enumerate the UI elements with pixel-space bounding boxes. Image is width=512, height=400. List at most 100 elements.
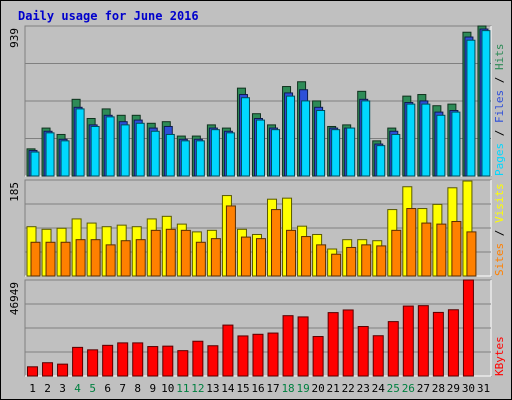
bar-kbytes-day-25	[387, 321, 399, 377]
bar-kbytes-day-18	[282, 315, 294, 377]
bar-sites-day-23	[361, 244, 372, 277]
legend-visits: Visits	[493, 183, 506, 223]
bar-sites-day-1	[30, 241, 41, 277]
bar-kbytes-day-27	[417, 305, 429, 377]
bar-sites-day-29	[451, 221, 462, 277]
bar-kbytes-day-7	[117, 342, 129, 377]
bar-sites-day-9	[150, 229, 161, 277]
bar-pages-day-22	[346, 127, 356, 177]
x-tick-label: 6	[104, 382, 111, 395]
bar-kbytes-day-5	[87, 349, 99, 377]
x-tick-label: 16	[251, 382, 264, 395]
bar-sites-day-25	[391, 229, 402, 277]
bar-kbytes-day-13	[207, 345, 219, 377]
x-tick-label: 11	[176, 382, 189, 395]
x-tick-label: 9	[149, 382, 156, 395]
bar-sites-day-8	[135, 239, 146, 277]
bar-kbytes-day-19	[297, 316, 309, 377]
bar-pages-day-10	[165, 133, 175, 177]
bar-pages-day-2	[45, 132, 55, 177]
x-tick-label: 3	[59, 382, 66, 395]
bar-sites-day-10	[165, 228, 176, 277]
x-tick-label: 21	[327, 382, 340, 395]
legend-files: Files	[493, 90, 506, 123]
bar-pages-day-23	[361, 100, 371, 177]
bar-kbytes-day-14	[222, 324, 234, 377]
x-tick-label: 4	[74, 382, 81, 395]
bar-sites-day-30	[466, 231, 477, 277]
bar-kbytes-day-4	[72, 346, 84, 377]
bars-hits-files-pages	[26, 25, 491, 177]
bar-sites-day-2	[45, 241, 56, 277]
bar-sites-day-5	[90, 239, 101, 277]
bar-kbytes-day-24	[372, 335, 384, 377]
legend-pages: Pages	[493, 143, 506, 176]
legend-separator: /	[493, 70, 506, 90]
bar-kbytes-day-23	[357, 326, 369, 377]
bar-kbytes-day-11	[177, 350, 189, 377]
bar-sites-day-20	[316, 244, 327, 277]
bar-pages-day-11	[180, 140, 190, 177]
bar-pages-day-5	[90, 125, 100, 177]
bar-pages-day-8	[135, 122, 145, 177]
x-tick-label: 25	[387, 382, 400, 395]
bar-kbytes-day-17	[267, 332, 279, 377]
bar-sites-day-27	[421, 222, 432, 277]
bar-pages-day-16	[255, 119, 265, 177]
legend-separator: /	[493, 123, 506, 143]
x-tick-label: 10	[161, 382, 174, 395]
bar-pages-day-7	[120, 124, 130, 177]
bar-sites-day-14	[225, 205, 236, 277]
x-tick-label: 17	[266, 382, 279, 395]
bar-kbytes-day-9	[147, 346, 159, 377]
x-tick-label: 30	[462, 382, 475, 395]
x-tick-label: 5	[89, 382, 96, 395]
bar-pages-day-29	[451, 111, 461, 177]
bar-pages-day-4	[75, 108, 85, 177]
x-tick-label: 27	[417, 382, 430, 395]
bar-pages-day-18	[286, 95, 296, 177]
bar-kbytes-day-26	[402, 305, 414, 377]
bar-kbytes-day-29	[447, 309, 459, 377]
bar-sites-day-18	[286, 229, 297, 277]
bar-kbytes-day-6	[102, 344, 114, 377]
bar-sites-day-4	[75, 239, 86, 277]
bar-pages-day-17	[271, 129, 281, 177]
bar-kbytes-day-10	[162, 345, 174, 377]
bar-pages-day-20	[316, 110, 326, 177]
bar-sites-day-13	[210, 238, 221, 277]
series-legend-label: Sites / Visits	[493, 183, 506, 276]
bar-sites-day-24	[376, 245, 387, 277]
legend-hits: Hits	[493, 44, 506, 71]
bar-sites-day-28	[436, 223, 447, 277]
x-tick-label: 20	[312, 382, 325, 395]
bars-kbytes	[27, 279, 474, 377]
legend-kbytes: KBytes	[493, 336, 506, 376]
bar-kbytes-day-8	[132, 342, 144, 377]
x-tick-label: 19	[296, 382, 309, 395]
legend-sites: Sites	[493, 243, 506, 276]
bar-pages-day-24	[376, 145, 386, 177]
x-tick-label: 8	[134, 382, 141, 395]
x-tick-label: 31	[477, 382, 490, 395]
x-tick-label: 28	[432, 382, 445, 395]
bar-pages-day-26	[406, 103, 416, 177]
x-tick-label: 18	[281, 382, 294, 395]
x-tick-label: 15	[236, 382, 249, 395]
panel-hits-files-pages: 939 Pages / Files / Hits	[8, 25, 506, 177]
panel-visits-sites: 185 Sites / Visits	[8, 179, 506, 277]
bar-pages-day-27	[421, 103, 431, 177]
bar-kbytes-day-22	[342, 309, 354, 377]
y-max-label: 939	[8, 28, 21, 48]
bar-pages-day-1	[30, 151, 40, 177]
series-legend-label: KBytes	[493, 336, 506, 376]
bar-sites-day-16	[255, 238, 266, 277]
bar-pages-day-30	[466, 39, 476, 177]
bar-pages-day-15	[240, 97, 250, 177]
x-tick-label: 1	[29, 382, 36, 395]
bar-kbytes-day-1	[27, 366, 38, 377]
bar-pages-day-13	[210, 129, 220, 177]
bar-pages-day-3	[60, 140, 70, 177]
bar-sites-day-7	[120, 240, 131, 277]
